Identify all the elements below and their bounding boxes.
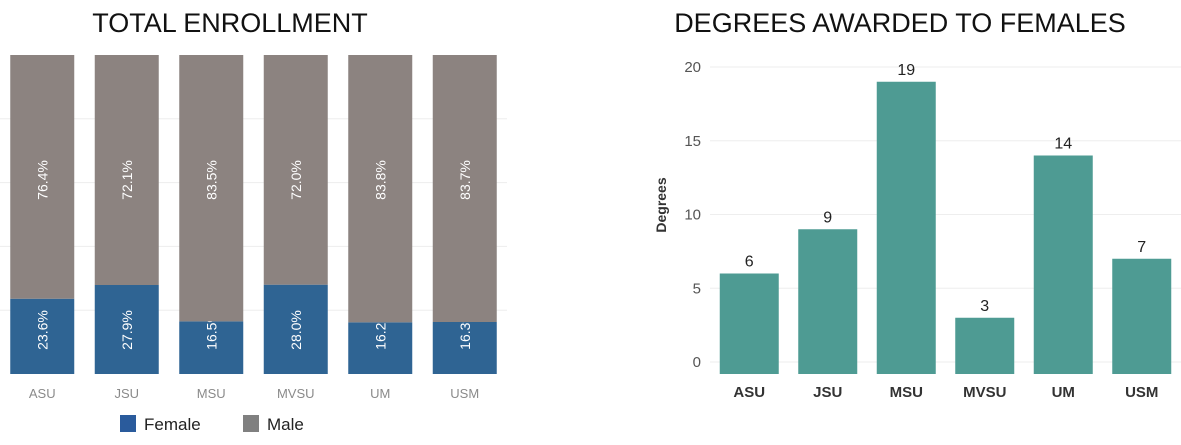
data-label-female-mvsu: 28.0%	[288, 310, 304, 350]
bar-jsu	[798, 229, 858, 374]
data-label-usm: 7	[1137, 239, 1146, 256]
degrees-x-tick-labels: ASU JSU MSU MVSU UM USM	[733, 384, 1158, 401]
bar-male-jsu	[94, 55, 159, 285]
y-tick-label: 20	[684, 59, 701, 76]
data-label-male-um: 83.8%	[372, 160, 388, 200]
data-label-mvsu: 3	[980, 298, 989, 315]
data-label-male-usm: 83.7%	[457, 160, 473, 200]
bar-asu	[719, 273, 779, 374]
bar-female-um	[348, 322, 413, 374]
x-tick-label: USM	[450, 386, 479, 401]
bar-usm	[1112, 258, 1172, 374]
bar-female-msu	[179, 321, 244, 374]
y-tick-label: 15	[684, 133, 701, 150]
bar-male-um	[348, 55, 413, 323]
legend-label-female: Female	[144, 415, 201, 434]
x-tick-label: ASU	[29, 386, 56, 401]
bar-female-mvsu	[263, 284, 328, 374]
bar-male-mvsu	[263, 55, 328, 285]
data-label-msu: 19	[897, 62, 915, 79]
degrees-y-tick-labels: 0 5 10 15 20	[684, 59, 701, 371]
data-label-asu: 6	[745, 254, 754, 271]
bar-mvsu	[955, 317, 1015, 374]
y-tick-label: 5	[693, 280, 701, 297]
enrollment-legend: Female Male	[120, 415, 304, 434]
data-label-female-asu: 23.6%	[34, 310, 50, 350]
degrees-chart-title: DEGREES AWARDED TO FEMALES	[674, 8, 1126, 38]
degrees-gridlines	[710, 66, 1181, 363]
legend-label-male: Male	[267, 415, 304, 434]
bar-male-usm	[432, 55, 497, 323]
x-tick-label: MSU	[890, 384, 923, 401]
data-label-male-msu: 83.5%	[203, 160, 219, 200]
x-tick-label: JSU	[813, 384, 842, 401]
enrollment-gridlines	[0, 118, 507, 311]
bar-female-jsu	[94, 284, 159, 374]
bar-um	[1033, 155, 1093, 374]
x-tick-label: USM	[1125, 384, 1158, 401]
legend-swatch-female	[120, 415, 136, 432]
degrees-y-axis-label: Degrees	[653, 177, 669, 232]
x-tick-label: JSU	[114, 386, 139, 401]
data-label-jsu: 9	[823, 209, 832, 226]
data-label-male-mvsu: 72.0%	[288, 160, 304, 200]
x-tick-label: UM	[370, 386, 390, 401]
bar-male-asu	[10, 55, 75, 299]
legend-swatch-male	[243, 415, 259, 432]
enrollment-chart-title: TOTAL ENROLLMENT	[92, 8, 368, 38]
x-tick-label: MSU	[197, 386, 226, 401]
data-label-male-jsu: 72.1%	[119, 160, 135, 200]
enrollment-bars: 23.6%76.4%27.9%72.1%16.5%83.5%28.0%72.0%…	[10, 55, 497, 374]
enrollment-x-tick-labels: ASU JSU MSU MVSU UM USM	[29, 386, 479, 401]
y-tick-label: 10	[684, 207, 701, 224]
bar-female-usm	[432, 322, 497, 374]
x-tick-label: MVSU	[277, 386, 315, 401]
bar-female-asu	[10, 298, 75, 374]
x-tick-label: UM	[1052, 384, 1075, 401]
degrees-bars: 6 9 19 3 14 7	[719, 62, 1172, 374]
x-tick-label: MVSU	[963, 384, 1006, 401]
bar-male-msu	[179, 55, 244, 322]
data-label-male-asu: 76.4%	[34, 160, 50, 200]
x-tick-label: ASU	[733, 384, 765, 401]
data-label-female-jsu: 27.9%	[119, 310, 135, 350]
bar-msu	[876, 81, 936, 374]
data-label-um: 14	[1054, 136, 1072, 153]
y-tick-label: 0	[693, 354, 701, 371]
